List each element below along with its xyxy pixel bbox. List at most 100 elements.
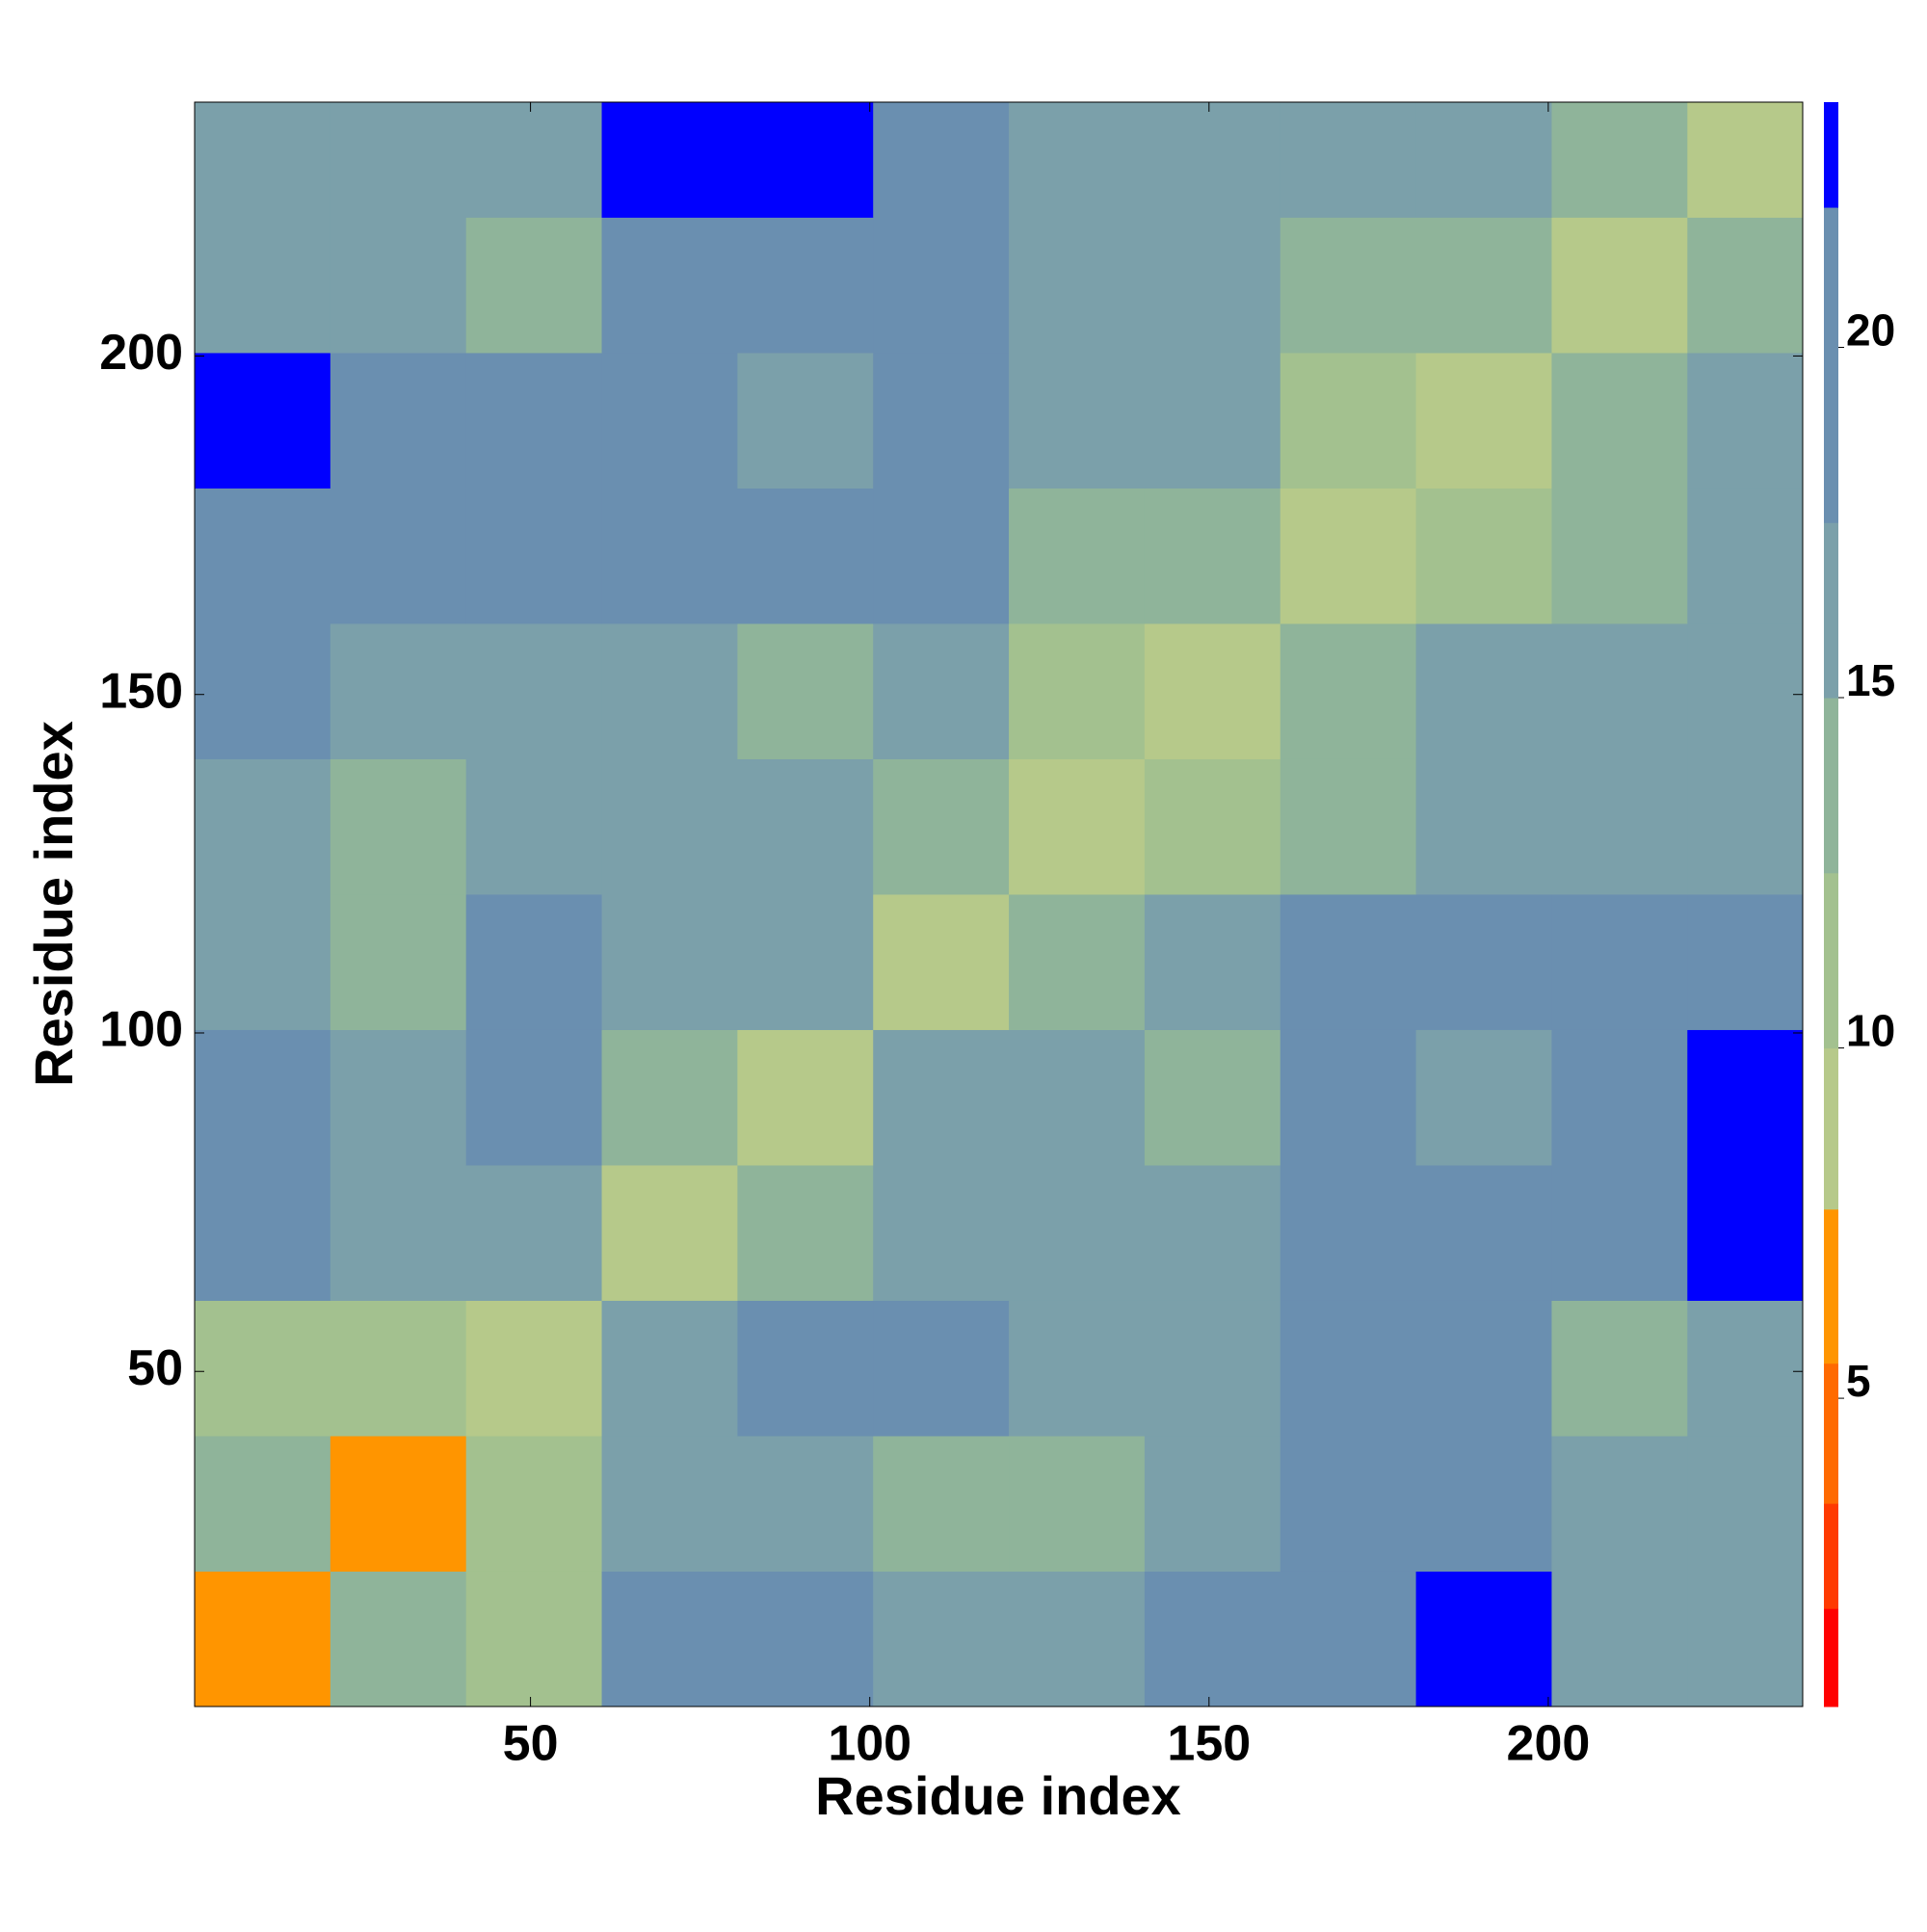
x-tick-label: 100	[828, 1716, 911, 1772]
heatmap-cell	[195, 488, 331, 624]
heatmap-cell	[1280, 758, 1417, 895]
heatmap-cell	[195, 102, 331, 218]
heatmap-cell	[465, 622, 603, 759]
y-tick-label: 50	[127, 1340, 183, 1396]
heatmap-cell	[1009, 893, 1146, 1030]
heatmap-cell	[1551, 1164, 1688, 1301]
y-tick-label: 150	[99, 663, 183, 719]
y-tick-label: 200	[99, 325, 183, 381]
heatmap-cell	[1280, 217, 1417, 354]
heatmap-cell	[195, 352, 331, 489]
heatmap-cell	[195, 217, 331, 354]
heatmap-cell	[737, 1164, 874, 1301]
heatmap-cell	[330, 102, 467, 218]
heatmap-cell	[601, 1029, 738, 1166]
heatmap-cell	[1687, 893, 1804, 1030]
heatmap-cell	[195, 893, 331, 1030]
colorbar-segment	[1824, 698, 1838, 874]
heatmap-cell	[1551, 102, 1688, 218]
heatmap-cell	[1687, 1029, 1804, 1166]
colorbar-tick-label: 15	[1846, 655, 1895, 705]
heatmap-cell	[1551, 893, 1688, 1030]
heatmap-cell	[1415, 488, 1552, 624]
colorbar-segment	[1824, 1608, 1838, 1707]
heatmap-cell	[1687, 1571, 1804, 1707]
colorbar-segment	[1824, 522, 1838, 699]
heatmap-cell	[873, 1571, 1010, 1707]
heatmap-cell	[873, 102, 1010, 218]
heatmap-cell	[1687, 622, 1804, 759]
x-tick-label: 50	[503, 1716, 559, 1772]
heatmap-cell	[1144, 1435, 1281, 1572]
heatmap-cell	[1144, 893, 1281, 1030]
heatmap-cell	[1144, 352, 1281, 489]
heatmap-cell	[1687, 102, 1804, 218]
heatmap-cell	[1280, 352, 1417, 489]
heatmap-cell	[1551, 1435, 1688, 1572]
heatmap-cell	[1551, 758, 1688, 895]
heatmap-cell	[1415, 1029, 1552, 1166]
heatmap-cell	[465, 217, 603, 354]
heatmap-cell	[1280, 102, 1417, 218]
colorbar-tick-label: 20	[1846, 305, 1895, 356]
heatmap-cell	[601, 488, 738, 624]
heatmap-cell	[1415, 622, 1552, 759]
colorbar-segment	[1824, 207, 1838, 523]
heatmap-cell	[465, 1164, 603, 1301]
heatmap-cell	[1687, 1300, 1804, 1437]
x-axis-label: Residue index	[815, 1765, 1181, 1826]
heatmap-cell	[1009, 1435, 1146, 1572]
colorbar-segment	[1824, 872, 1838, 1049]
heatmap-cell	[737, 102, 874, 218]
heatmap-cell	[873, 1300, 1010, 1437]
heatmap-cell	[601, 758, 738, 895]
heatmap-cell	[465, 893, 603, 1030]
heatmap-cell	[1687, 1164, 1804, 1301]
heatmap-cell	[601, 102, 738, 218]
heatmap-cell	[601, 1300, 738, 1437]
heatmap-cell	[601, 352, 738, 489]
heatmap-cell	[330, 622, 467, 759]
heatmap-cell	[873, 488, 1010, 624]
heatmap-cell	[1415, 893, 1552, 1030]
heatmap-cell	[1687, 352, 1804, 489]
heatmap-cell	[195, 1435, 331, 1572]
heatmap-cell	[737, 352, 874, 489]
heatmap-cell	[601, 1435, 738, 1572]
heatmap-cell	[873, 758, 1010, 895]
heatmap-cell	[873, 217, 1010, 354]
heatmap-cell	[1415, 1164, 1552, 1301]
heatmap-cell	[465, 758, 603, 895]
heatmap-cell	[465, 1571, 603, 1707]
heatmap-cell	[195, 622, 331, 759]
heatmap-cell	[1280, 1029, 1417, 1166]
heatmap-cell	[330, 1300, 467, 1437]
heatmap-cell	[465, 352, 603, 489]
heatmap-cell	[330, 1164, 467, 1301]
heatmap-cell	[330, 1435, 467, 1572]
heatmap-cell	[1144, 488, 1281, 624]
heatmap-cell	[1551, 622, 1688, 759]
heatmap-cell	[873, 352, 1010, 489]
heatmap-cell	[1144, 1164, 1281, 1301]
heatmap-cell	[873, 1029, 1010, 1166]
heatmap-cell	[1144, 1300, 1281, 1437]
colorbar-tick-label: 10	[1846, 1006, 1895, 1056]
heatmap-cell	[737, 488, 874, 624]
heatmap-cell	[1144, 758, 1281, 895]
heatmap-cell	[465, 1029, 603, 1166]
heatmap-cell	[1687, 217, 1804, 354]
heatmap-cell	[1551, 1300, 1688, 1437]
x-tick-label: 200	[1507, 1716, 1591, 1772]
heatmap-cell	[1415, 102, 1552, 218]
heatmap-cell	[873, 893, 1010, 1030]
heatmap-cell	[601, 217, 738, 354]
x-tick-label: 150	[1167, 1716, 1251, 1772]
heatmap-cell	[1280, 1300, 1417, 1437]
colorbar-segment	[1824, 1208, 1838, 1364]
colorbar-segment	[1824, 1047, 1838, 1210]
heatmap-cell	[1009, 1029, 1146, 1166]
heatmap-cell	[1280, 1435, 1417, 1572]
heatmap-cell	[737, 893, 874, 1030]
